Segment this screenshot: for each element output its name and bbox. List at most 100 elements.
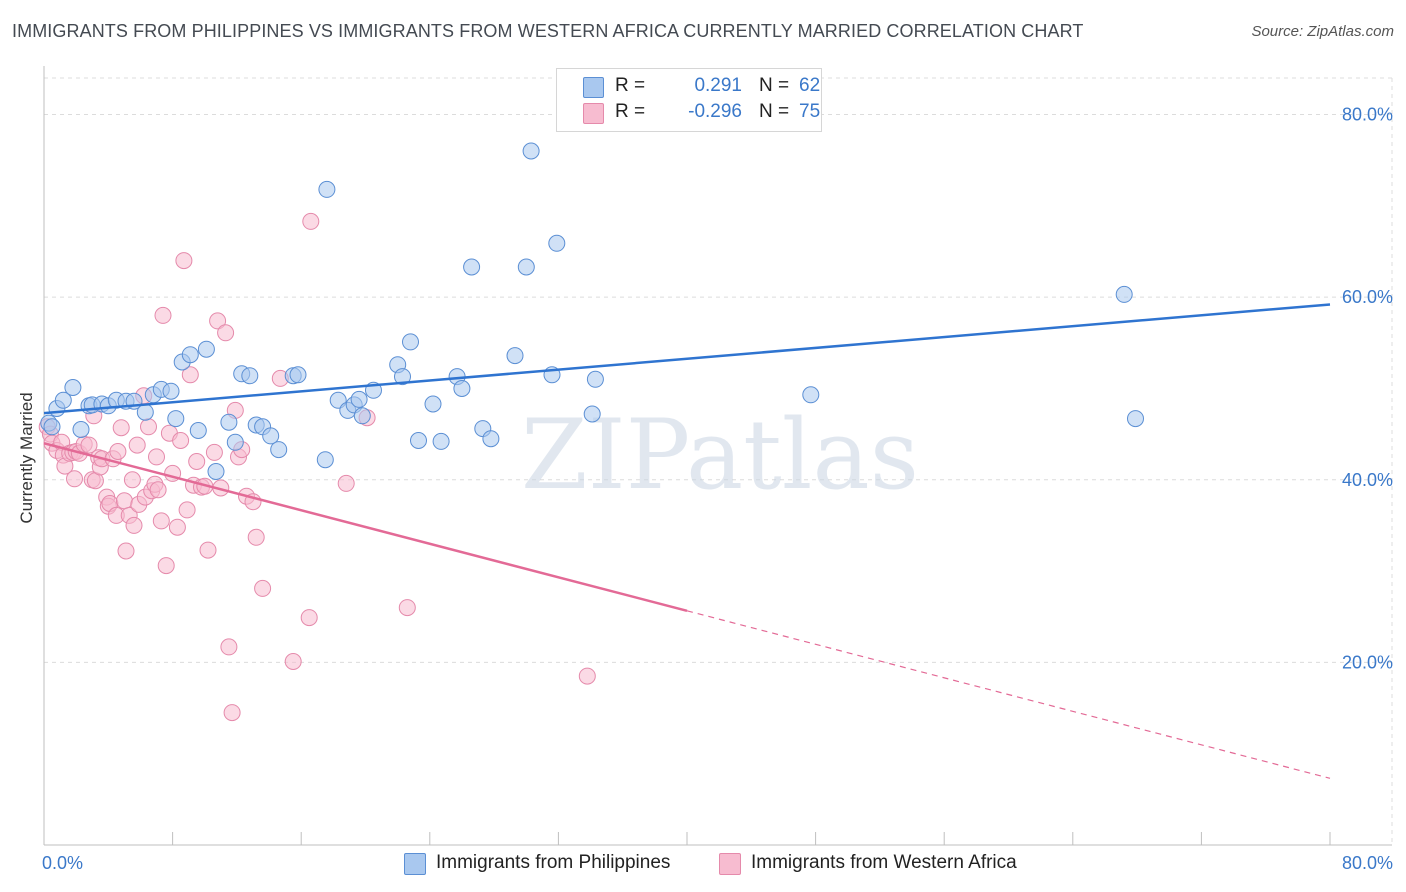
- western-africa-point: [157, 557, 175, 575]
- legend-r-value: -0.296: [688, 101, 742, 122]
- philippines-point: [586, 370, 604, 388]
- y-tick-label: 40.0%: [1342, 470, 1393, 490]
- philippines-point: [318, 180, 336, 198]
- legend-n-value: 75: [799, 101, 821, 122]
- western-africa-point: [337, 474, 355, 492]
- philippines-point: [189, 422, 207, 439]
- philippines-trend-line: [43, 303, 1331, 415]
- western-africa-point: [148, 448, 165, 466]
- y-tick-label: 60.0%: [1342, 287, 1393, 307]
- philippines-point: [548, 234, 566, 252]
- philippines-point: [43, 418, 61, 436]
- western-africa-point: [302, 212, 320, 230]
- western-africa-point: [109, 443, 127, 460]
- western-africa-point: [149, 481, 167, 499]
- trend-lines: [43, 303, 1331, 779]
- western-africa-point: [115, 492, 133, 510]
- western-africa-point: [140, 418, 157, 436]
- watermark: ZIPatlas: [521, 399, 919, 511]
- western-africa-point: [199, 541, 217, 559]
- western-africa-point: [172, 432, 190, 449]
- philippines-point: [262, 427, 280, 445]
- western-africa-point: [205, 443, 223, 461]
- western-africa-point: [254, 579, 272, 597]
- western-africa-point: [300, 609, 318, 627]
- philippines-point: [432, 432, 450, 450]
- y-axis-label: Currently Married: [17, 392, 36, 524]
- philippines-point: [394, 368, 411, 386]
- western-africa-trend-extension: [686, 610, 1331, 779]
- philippines-point: [226, 433, 244, 451]
- philippines-point: [241, 367, 259, 385]
- philippines-point: [482, 430, 500, 448]
- western-africa-point: [181, 366, 199, 384]
- philippines-point: [424, 395, 442, 413]
- western-africa-point: [112, 419, 130, 437]
- philippines-point: [1115, 285, 1133, 303]
- philippines-point: [167, 410, 185, 428]
- legend-r-value: 0.291: [694, 75, 742, 96]
- bottom-legend-swatch-blue: [404, 853, 426, 875]
- western-africa-point: [217, 324, 235, 342]
- western-africa-point: [128, 436, 146, 454]
- philippines-point: [353, 407, 371, 425]
- bottom-legend-label: Immigrants from Philippines: [436, 852, 671, 873]
- western-africa-point: [578, 667, 596, 685]
- axes: [43, 66, 1392, 846]
- philippines-point: [316, 451, 334, 469]
- philippines-point: [220, 413, 238, 431]
- philippines-point: [802, 386, 820, 404]
- western-africa-point: [117, 542, 135, 560]
- philippines-point: [181, 346, 199, 364]
- x-tick-label: 0.0%: [42, 853, 83, 873]
- western-africa-point: [247, 528, 265, 546]
- western-africa-point: [188, 453, 206, 470]
- philippines-point: [1127, 410, 1144, 428]
- western-africa-point: [178, 501, 196, 519]
- philippines-point: [136, 403, 154, 421]
- philippines-point: [517, 258, 535, 276]
- philippines-point: [522, 142, 540, 160]
- legend-r-label: R =: [615, 75, 646, 96]
- philippines-point: [506, 347, 524, 365]
- philippines-point: [162, 382, 180, 400]
- philippines-point: [72, 421, 90, 438]
- tick-labels: 20.0% 40.0% 60.0% 80.0% 0.0% 80.0%: [42, 105, 1393, 873]
- y-tick-label: 20.0%: [1342, 652, 1393, 672]
- western-africa-points: [38, 212, 596, 722]
- legend-n-label: N =: [759, 75, 790, 96]
- western-africa-point: [209, 312, 227, 330]
- western-africa-point: [80, 436, 98, 454]
- western-africa-point: [175, 252, 193, 270]
- western-africa-point: [168, 518, 186, 536]
- legend-swatch-blue: [583, 77, 604, 98]
- chart-title: IMMIGRANTS FROM PHILIPPINES VS IMMIGRANT…: [12, 21, 1084, 41]
- western-africa-point: [123, 471, 141, 489]
- philippines-point: [463, 258, 481, 276]
- legend-n-label: N =: [759, 101, 790, 122]
- y-tick-label: 80.0%: [1342, 105, 1393, 125]
- philippines-point: [289, 366, 307, 384]
- western-africa-point: [223, 704, 241, 722]
- philippines-point: [197, 340, 215, 358]
- philippines-points: [40, 142, 1144, 480]
- philippines-point: [64, 379, 82, 396]
- western-africa-point: [66, 470, 83, 488]
- correlation-legend: R = 0.291 N = 62 R = -0.296 N = 75: [556, 68, 822, 132]
- source-credit: Source: ZipAtlas.com: [1251, 23, 1394, 40]
- philippines-point: [583, 405, 601, 423]
- western-africa-point: [154, 306, 172, 324]
- philippines-point: [270, 441, 288, 459]
- philippines-point: [402, 333, 419, 351]
- western-africa-point: [152, 512, 170, 530]
- philippines-point: [350, 390, 368, 408]
- western-africa-point: [398, 599, 416, 617]
- legend-swatch-pink: [583, 103, 604, 124]
- philippines-point: [54, 391, 72, 409]
- bottom-legend-swatch-pink: [719, 853, 741, 875]
- western-africa-point: [220, 638, 238, 656]
- philippines-point: [453, 380, 471, 397]
- western-africa-point: [284, 653, 302, 670]
- legend-r-label: R =: [615, 101, 646, 122]
